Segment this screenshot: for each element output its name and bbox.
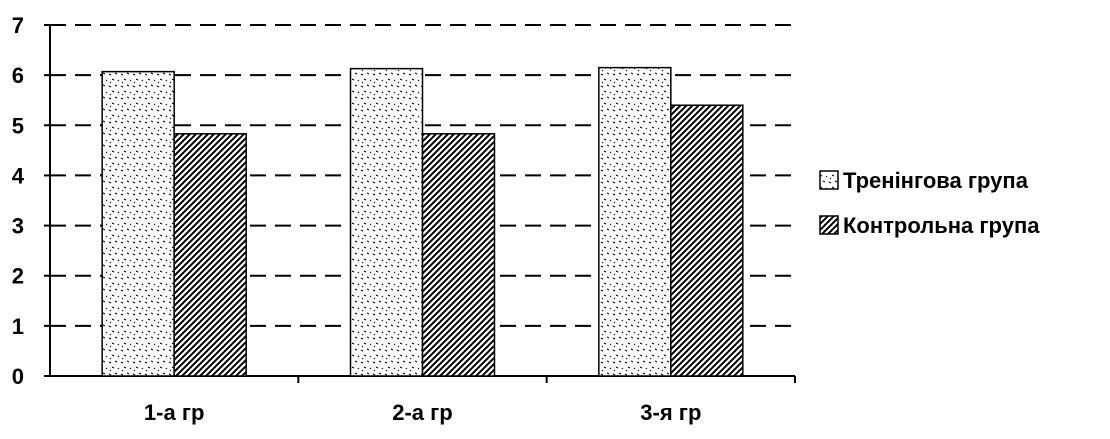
control-group-bar <box>670 104 744 377</box>
x-tick-label: 3-я гр <box>640 400 701 425</box>
legend: Тренінгова група Контрольна група <box>819 168 1040 238</box>
bars <box>101 66 744 377</box>
training-group-bar <box>349 67 424 377</box>
control-group-bar <box>421 133 496 377</box>
legend-swatch <box>819 215 839 235</box>
y-tick-label: 6 <box>12 63 24 88</box>
tick-labels: 0 1 2 3 4 5 6 7 1-а гр 2-а гр 3-я гр <box>12 13 702 425</box>
y-tick-label: 7 <box>12 13 24 38</box>
x-tick-label: 1-а гр <box>144 400 205 425</box>
legend-label: Контрольна група <box>843 213 1040 238</box>
legend-swatch <box>819 170 839 190</box>
x-tick-label: 2-а гр <box>392 400 453 425</box>
y-tick-label: 4 <box>12 163 25 188</box>
y-tick-label: 1 <box>12 314 24 339</box>
y-tick-label: 2 <box>12 264 24 289</box>
y-tick-label: 0 <box>12 364 24 389</box>
y-tick-label: 3 <box>12 214 24 239</box>
control-group-bar <box>173 133 247 377</box>
legend-label: Тренінгова група <box>843 168 1029 193</box>
training-group-bar <box>598 66 672 377</box>
y-tick-label: 5 <box>12 113 24 138</box>
training-group-bar <box>101 70 175 377</box>
